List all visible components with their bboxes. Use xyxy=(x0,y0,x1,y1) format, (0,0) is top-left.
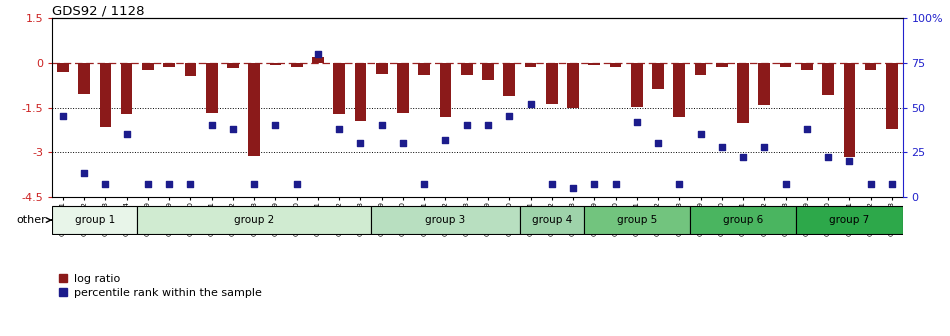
Bar xyxy=(653,63,664,89)
Point xyxy=(842,158,857,164)
Point xyxy=(821,155,836,160)
Bar xyxy=(796,206,902,234)
Bar xyxy=(100,63,111,127)
Point xyxy=(672,181,687,187)
Point xyxy=(608,181,623,187)
Point xyxy=(693,132,708,137)
Bar xyxy=(440,63,451,117)
Point xyxy=(352,140,368,146)
Bar xyxy=(333,63,345,114)
Bar xyxy=(418,63,430,75)
Point xyxy=(332,126,347,132)
Point xyxy=(77,171,92,176)
Point xyxy=(778,181,793,187)
Bar xyxy=(801,63,812,70)
Text: group 2: group 2 xyxy=(234,215,275,225)
Text: group 6: group 6 xyxy=(723,215,763,225)
Point xyxy=(225,126,240,132)
Bar xyxy=(758,63,770,105)
Bar xyxy=(610,63,621,68)
Text: group 5: group 5 xyxy=(617,215,656,225)
Bar xyxy=(780,63,791,68)
Point xyxy=(863,181,878,187)
Bar xyxy=(78,63,90,94)
Text: group 1: group 1 xyxy=(75,215,115,225)
Bar xyxy=(376,63,388,74)
Legend: log ratio, percentile rank within the sample: log ratio, percentile rank within the sa… xyxy=(58,275,262,298)
Bar xyxy=(546,63,558,104)
Bar xyxy=(520,206,583,234)
Bar xyxy=(248,63,260,156)
Bar xyxy=(121,63,132,114)
Point xyxy=(162,181,177,187)
Bar xyxy=(504,63,515,96)
Bar xyxy=(206,63,218,113)
Bar xyxy=(588,63,600,66)
Text: GDS92 / 1128: GDS92 / 1128 xyxy=(52,4,144,17)
Bar xyxy=(227,63,238,68)
Bar xyxy=(631,63,642,107)
Bar xyxy=(567,63,579,108)
Point xyxy=(438,137,453,142)
Text: other: other xyxy=(16,215,51,225)
Point xyxy=(481,123,496,128)
Point xyxy=(735,155,751,160)
Bar xyxy=(163,63,175,67)
Bar xyxy=(354,63,367,121)
Bar xyxy=(823,63,834,95)
Bar xyxy=(674,63,685,117)
Bar xyxy=(737,63,749,123)
Bar xyxy=(142,63,154,70)
Point xyxy=(629,119,644,124)
Point xyxy=(141,181,156,187)
Text: group 7: group 7 xyxy=(829,215,869,225)
Text: group 3: group 3 xyxy=(426,215,466,225)
Point xyxy=(311,51,326,57)
Point xyxy=(459,123,474,128)
Point xyxy=(714,144,730,150)
Point xyxy=(98,181,113,187)
Point xyxy=(395,140,410,146)
Bar xyxy=(524,63,537,67)
Point xyxy=(204,123,219,128)
Point xyxy=(417,181,432,187)
Point xyxy=(651,140,666,146)
Bar xyxy=(313,57,324,63)
Bar xyxy=(864,63,877,70)
Point xyxy=(289,181,304,187)
Text: group 4: group 4 xyxy=(532,215,572,225)
Point xyxy=(119,132,134,137)
Bar xyxy=(270,63,281,65)
Bar xyxy=(138,206,371,234)
Bar xyxy=(52,206,138,234)
Point xyxy=(182,181,198,187)
Point xyxy=(522,101,538,107)
Bar xyxy=(371,206,520,234)
Point xyxy=(587,181,602,187)
Point xyxy=(268,123,283,128)
Point xyxy=(55,114,70,119)
Bar xyxy=(844,63,855,157)
Point xyxy=(247,181,262,187)
Bar xyxy=(483,63,494,80)
Point xyxy=(757,144,772,150)
Point xyxy=(884,181,900,187)
Point xyxy=(502,114,517,119)
Bar xyxy=(291,63,302,67)
Bar xyxy=(57,63,68,72)
Point xyxy=(544,181,560,187)
Point xyxy=(374,123,390,128)
Bar xyxy=(694,63,707,76)
Bar xyxy=(716,63,728,67)
Bar xyxy=(690,206,796,234)
Bar xyxy=(583,206,690,234)
Point xyxy=(565,185,580,191)
Bar xyxy=(184,63,197,76)
Bar xyxy=(461,63,472,76)
Point xyxy=(799,126,814,132)
Bar xyxy=(397,63,408,113)
Bar xyxy=(886,63,898,129)
